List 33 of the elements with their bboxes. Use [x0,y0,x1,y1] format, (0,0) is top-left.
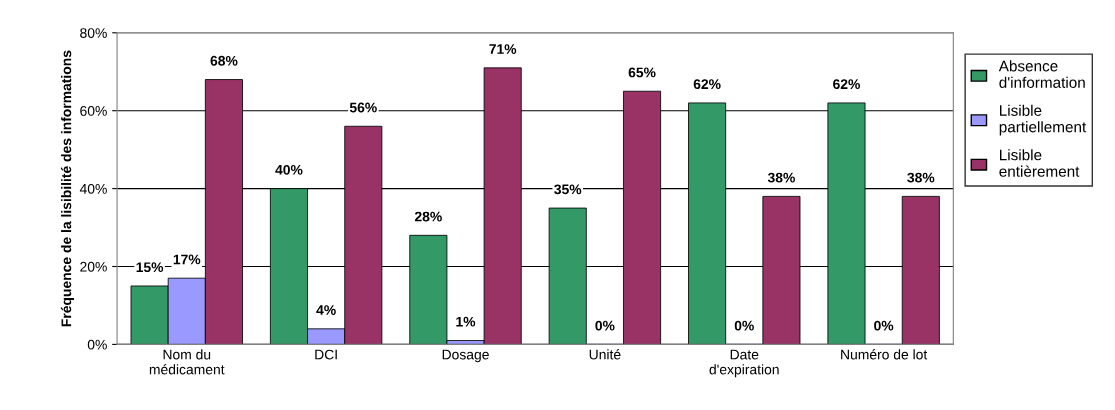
data-label: 17% [173,254,201,265]
y-axis-title: Fréquence de la lisibilité des informations [60,50,74,327]
data-label: 56% [349,102,377,113]
data-label: 62% [833,79,860,90]
y-tick-label: 20% [80,261,107,272]
y-tick-label: 0% [87,339,107,350]
data-label: 0% [595,320,615,331]
legend-label: Absence d'information [998,60,1085,88]
data-label: 15% [136,262,164,273]
data-label: 4% [316,305,336,315]
y-tick-label: 80% [80,28,107,38]
data-label: 40% [275,164,303,175]
legend-label: Lisible partiellement [999,104,1087,136]
data-label: 28% [414,211,442,222]
y-tick-label: 60% [80,106,107,116]
y-tick-label: 40% [79,183,107,194]
data-label: 38% [907,172,935,183]
data-label: 62% [693,79,721,90]
data-label: 71% [489,44,517,54]
data-label: 0% [874,320,894,331]
legend-label: Lisible entièrement [999,149,1080,177]
data-label: 68% [210,55,238,66]
data-label: 65% [628,67,656,78]
x-tick-label: Unité [589,349,621,360]
data-label: 0% [734,320,754,331]
data-label: 1% [456,316,476,327]
x-tick-label: Nom du médicament [149,349,225,375]
x-tick-label: Date d'expiration [709,349,779,378]
x-tick-label: DCI [315,349,337,360]
x-tick-label: Dosage [442,349,489,363]
data-label: 38% [767,172,795,183]
x-tick-label: Numéro de lot [841,349,928,360]
data-label: 35% [554,184,582,195]
